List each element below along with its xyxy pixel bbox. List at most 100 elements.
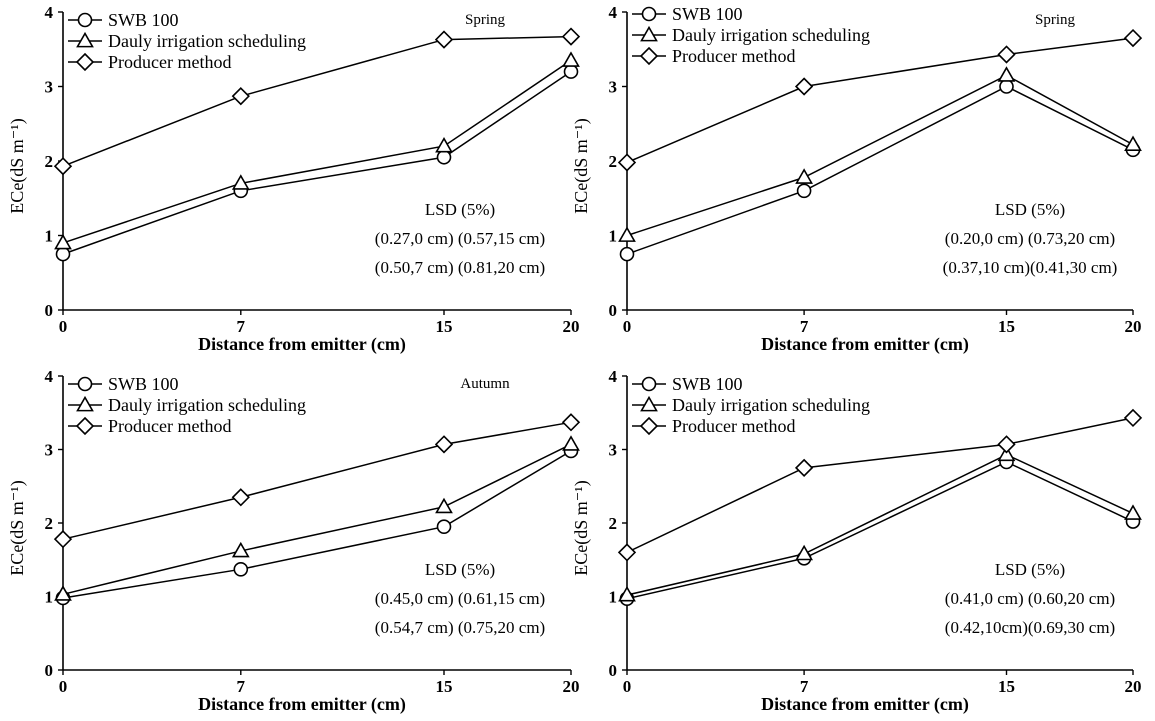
data-point [796, 183, 812, 199]
y-tick-label: 2 [609, 514, 618, 533]
lsd-values: (0.45,0 cm) (0.61,15 cm) [375, 589, 545, 608]
data-point [619, 246, 635, 262]
data-point [231, 488, 250, 507]
data-point [54, 585, 72, 601]
y-axis-label: ECe(dS m⁻¹) [571, 118, 592, 213]
legend-marker [640, 395, 658, 412]
legend-entry: Producer method [672, 416, 795, 436]
data-point [231, 541, 250, 558]
series-line-3 [626, 37, 1134, 164]
data-point [1123, 408, 1143, 428]
y-tick-label: 2 [45, 514, 54, 533]
legend-entry: SWB 100 [108, 10, 179, 30]
legend-marker [75, 416, 95, 436]
legend-marker [641, 376, 657, 392]
series-line-3 [62, 421, 572, 540]
lsd-title: LSD (5%) [425, 200, 495, 219]
y-tick-label: 0 [609, 301, 618, 320]
legend-entry: Producer method [108, 416, 231, 436]
x-tick-label: 15 [436, 317, 453, 336]
data-point [1124, 504, 1142, 520]
data-point [434, 435, 454, 454]
data-point [617, 153, 637, 172]
y-tick-label: 3 [45, 78, 54, 97]
x-tick-label: 20 [563, 677, 580, 696]
legend-entry: Producer method [108, 52, 231, 72]
lsd-values: (0.54,7 cm) (0.75,20 cm) [375, 618, 545, 637]
y-tick-label: 0 [45, 661, 54, 680]
lsd-values: (0.42,10cm)(0.69,30 cm) [945, 618, 1115, 637]
lsd-values: (0.41,0 cm) (0.60,20 cm) [945, 589, 1115, 608]
y-axis-label: ECe(dS m⁻¹) [7, 480, 28, 575]
x-axis-label: Distance from emitter (cm) [198, 694, 406, 715]
series-line-2 [62, 59, 572, 244]
data-point [54, 233, 72, 250]
legend-marker [77, 376, 93, 392]
x-tick-label: 7 [800, 677, 809, 696]
data-point [561, 413, 581, 432]
data-point [436, 519, 452, 534]
data-point [562, 435, 580, 451]
y-tick-label: 3 [609, 441, 618, 460]
x-tick-label: 0 [59, 317, 68, 336]
lsd-values: (0.37,10 cm)(0.41,30 cm) [943, 258, 1118, 277]
y-tick-label: 3 [609, 78, 618, 97]
legend-marker [76, 31, 94, 48]
chart-panel-2: 0 1 2 3 4 0 7 15 20 Distance from emitter (cm) ECe… [571, 3, 1143, 355]
series-line-2 [62, 443, 572, 596]
legend-entry: SWB 100 [108, 374, 179, 394]
data-point [997, 45, 1016, 64]
season-label: Autumn [460, 376, 510, 392]
x-tick-label: 15 [998, 317, 1015, 336]
x-axis-label: Distance from emitter (cm) [761, 694, 969, 715]
legend-marker [76, 395, 94, 412]
data-point [561, 27, 581, 46]
data-point [997, 445, 1016, 462]
y-tick-label: 4 [45, 367, 54, 386]
data-point [618, 226, 636, 242]
data-point [435, 136, 453, 153]
y-tick-label: 3 [45, 441, 54, 460]
data-point [53, 530, 73, 549]
lsd-title: LSD (5%) [425, 560, 495, 579]
data-point [1124, 135, 1142, 152]
data-point [795, 168, 813, 184]
series-line-3 [62, 35, 572, 167]
x-tick-label: 0 [623, 317, 632, 336]
x-axis-label: Distance from emitter (cm) [761, 334, 969, 355]
y-tick-label: 0 [45, 301, 54, 320]
legend-entry: Dauly irrigation scheduling [108, 395, 306, 415]
x-tick-label: 20 [563, 317, 580, 336]
series-line-2 [626, 453, 1134, 596]
lsd-title: LSD (5%) [995, 200, 1065, 219]
data-point [434, 30, 454, 49]
series-line-1 [626, 461, 1134, 600]
y-tick-label: 4 [609, 367, 618, 386]
lsd-title: LSD (5%) [995, 560, 1065, 579]
data-point [997, 66, 1016, 82]
y-axis-label: ECe(dS m⁻¹) [571, 480, 592, 575]
lsd-values: (0.27,0 cm) (0.57,15 cm) [375, 229, 545, 248]
x-tick-label: 0 [623, 677, 632, 696]
y-tick-label: 2 [45, 152, 54, 171]
legend-marker [639, 46, 659, 66]
data-point [794, 77, 814, 96]
data-point [55, 246, 71, 262]
legend-marker [75, 52, 95, 72]
data-point [562, 51, 580, 67]
legend-entry: Dauly irrigation scheduling [672, 395, 870, 415]
legend-entry: SWB 100 [672, 374, 743, 394]
legend-marker [77, 12, 93, 28]
y-tick-label: 1 [45, 588, 54, 607]
data-point [795, 544, 813, 561]
data-point [617, 543, 637, 562]
x-tick-label: 7 [237, 317, 246, 336]
series-line-1 [62, 450, 572, 599]
data-point [563, 64, 579, 79]
legend-marker [639, 416, 659, 436]
legend-entry: SWB 100 [672, 4, 743, 24]
x-tick-label: 20 [1125, 677, 1142, 696]
data-point [1123, 28, 1143, 48]
x-axis-label: Distance from emitter (cm) [198, 334, 406, 355]
y-axis-label: ECe(dS m⁻¹) [7, 118, 28, 213]
